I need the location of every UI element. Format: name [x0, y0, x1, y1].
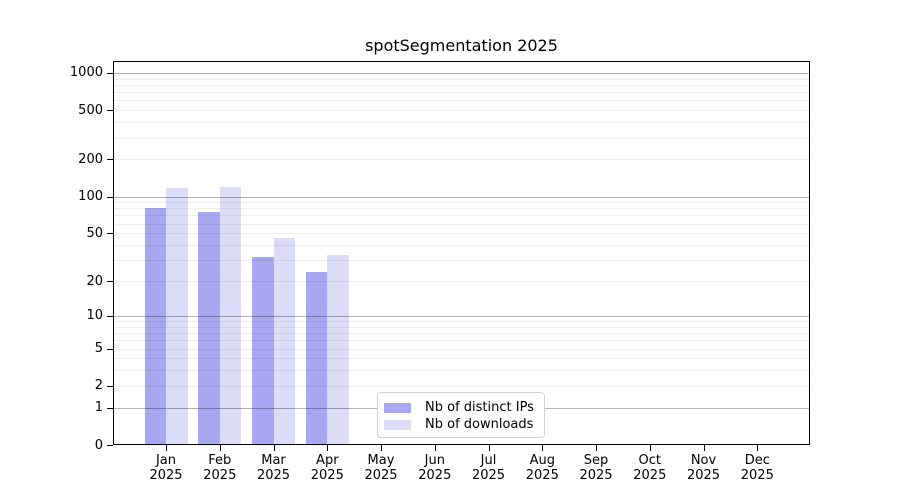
grid-line-minor — [113, 202, 810, 204]
x-tick-label-sep: Sep 2025 — [579, 453, 613, 483]
y-tick-label: 100 — [78, 189, 103, 204]
x-tick-label-nov: Nov 2025 — [686, 453, 721, 483]
bar-distinct-ips-mar — [252, 256, 274, 445]
x-tick-mark — [434, 445, 436, 451]
y-tick-label: 1000 — [69, 65, 103, 81]
grid-line-minor — [113, 260, 810, 262]
bar-downloads-mar — [273, 237, 295, 445]
x-tick-mark — [488, 445, 490, 451]
x-tick-label-apr: Apr 2025 — [310, 453, 344, 483]
y-tick-mark — [107, 159, 113, 161]
grid-line-minor — [113, 233, 810, 235]
grid-line-minor — [113, 223, 810, 225]
x-tick-mark — [273, 445, 275, 451]
grid-line-minor — [113, 281, 810, 282]
y-tick-label: 0 — [94, 437, 103, 453]
grid-line-minor — [113, 100, 810, 102]
y-tick-mark — [107, 445, 113, 446]
grid-line-minor — [113, 385, 810, 387]
grid-line-minor — [113, 122, 810, 124]
x-tick-label-jul: Jul 2025 — [471, 453, 506, 483]
bar-distinct-ips-apr — [305, 271, 328, 445]
x-tick-mark — [381, 445, 382, 451]
grid-line-minor — [113, 326, 810, 328]
grid-line-major — [113, 315, 810, 317]
x-tick-label-aug: Aug 2025 — [525, 453, 559, 483]
legend-swatch-distinct-ips — [384, 402, 411, 413]
y-tick-mark — [107, 385, 113, 387]
legend-swatch-downloads — [384, 419, 411, 430]
bar-downloads-feb — [219, 186, 242, 445]
grid-line-minor — [113, 321, 810, 322]
grid-line-minor — [113, 78, 810, 80]
x-tick-label-dec: Dec 2025 — [740, 453, 774, 483]
x-tick-label-mar: Mar 2025 — [256, 453, 291, 483]
y-tick-mark — [107, 407, 113, 409]
grid-line-minor — [113, 333, 810, 334]
bar-distinct-ips-feb — [198, 211, 220, 445]
grid-line-major — [113, 72, 810, 74]
grid-line-minor — [113, 348, 810, 350]
y-tick-label: 10 — [86, 308, 103, 324]
grid-line-minor — [113, 92, 810, 94]
x-tick-label-may: May 2025 — [364, 453, 398, 483]
x-tick-label-oct: Oct 2025 — [633, 453, 667, 483]
y-tick-label: 50 — [86, 225, 103, 241]
y-tick-mark — [107, 196, 113, 198]
grid-line-minor — [113, 215, 810, 217]
grid-line-minor — [113, 370, 810, 372]
y-tick-mark — [107, 281, 113, 282]
x-tick-mark — [327, 445, 329, 451]
y-tick-mark — [107, 348, 113, 350]
chart-title: spotSegmentation 2025 — [365, 36, 558, 55]
y-tick-label: 2 — [94, 378, 103, 394]
y-tick-label: 5 — [94, 341, 103, 356]
grid-line-minor — [113, 358, 810, 360]
legend-box: Nb of distinct IPs Nb of downloads — [377, 392, 545, 438]
bar-distinct-ips-jan — [144, 208, 166, 445]
x-tick-label-jan: Jan 2025 — [149, 453, 183, 483]
y-tick-mark — [107, 315, 113, 317]
x-tick-mark — [649, 445, 651, 451]
y-tick-mark — [107, 233, 113, 235]
y-tick-label: 20 — [86, 273, 103, 289]
grid-line-minor — [113, 84, 810, 86]
x-tick-mark — [166, 445, 167, 451]
grid-line-minor — [113, 137, 810, 139]
x-tick-mark — [542, 445, 544, 451]
legend-item-distinct-ips: Nb of distinct IPs — [384, 399, 544, 416]
bar-downloads-apr — [327, 255, 349, 445]
legend-label-downloads: Nb of downloads — [425, 417, 534, 432]
y-tick-mark — [107, 110, 113, 112]
x-tick-mark — [757, 445, 759, 451]
x-tick-mark — [596, 445, 597, 451]
x-tick-mark — [219, 445, 221, 451]
grid-line-minor — [113, 340, 810, 342]
grid-line-minor — [113, 159, 810, 161]
y-tick-label: 1 — [94, 400, 103, 416]
bar-downloads-jan — [166, 187, 188, 445]
legend-label-distinct-ips: Nb of distinct IPs — [425, 400, 534, 415]
grid-line-minor — [113, 245, 810, 246]
grid-line-major — [113, 196, 810, 198]
x-tick-label-jun: Jun 2025 — [418, 453, 452, 483]
grid-line-minor — [113, 110, 810, 112]
x-tick-mark — [703, 445, 705, 451]
y-tick-label: 200 — [78, 151, 103, 167]
y-tick-mark — [107, 72, 113, 74]
legend-item-downloads: Nb of downloads — [384, 416, 544, 433]
x-tick-label-feb: Feb 2025 — [203, 453, 237, 483]
y-tick-label: 500 — [78, 102, 103, 118]
grid-line-minor — [113, 208, 810, 210]
